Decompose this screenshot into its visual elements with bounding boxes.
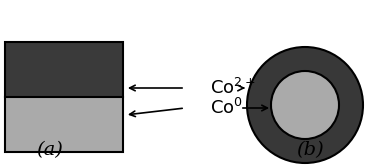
FancyArrowPatch shape: [238, 85, 243, 91]
FancyArrowPatch shape: [130, 85, 182, 91]
FancyArrowPatch shape: [130, 108, 182, 117]
Bar: [5, 42, 123, 97]
Circle shape: [271, 71, 339, 139]
Text: Co$^{0}$: Co$^{0}$: [210, 98, 243, 118]
Bar: [5, 97, 123, 152]
FancyArrowPatch shape: [243, 105, 267, 111]
Bar: [5, 42, 123, 152]
Text: (a): (a): [36, 141, 63, 159]
Text: (b): (b): [296, 141, 324, 159]
Circle shape: [247, 47, 363, 163]
Text: Co$^{2+}$: Co$^{2+}$: [210, 78, 255, 98]
